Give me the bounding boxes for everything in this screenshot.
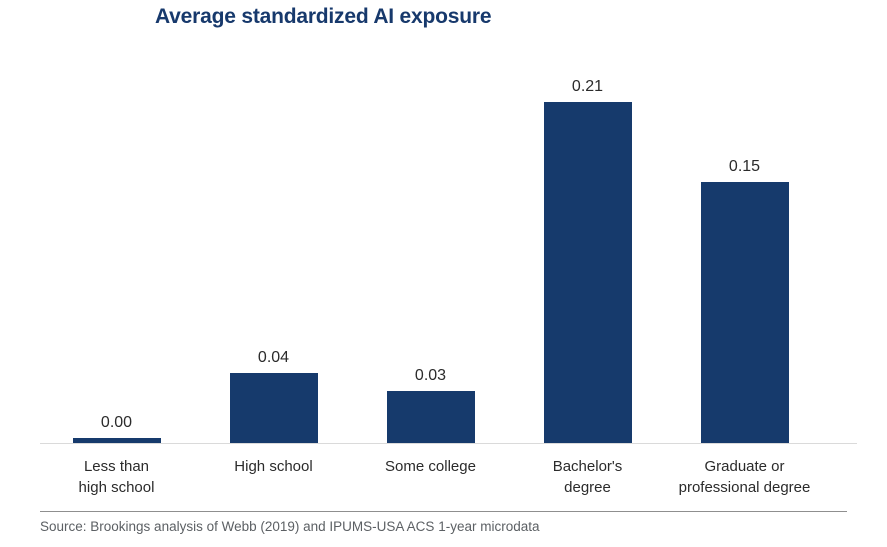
x-axis-line [40, 443, 857, 444]
source-text: Source: Brookings analysis of Webb (2019… [40, 519, 540, 534]
category-label: High school [234, 458, 313, 475]
bar [543, 102, 632, 443]
category-label: Less than high school [78, 458, 155, 496]
footer-divider [40, 511, 847, 512]
bar-group: 0.04 [195, 78, 352, 443]
bar-value-label: 0.00 [100, 414, 133, 431]
bar [72, 438, 161, 443]
bar-value-label: 0.15 [728, 158, 761, 175]
chart-title: Average standardized AI exposure [155, 5, 492, 28]
bar-value-label: 0.21 [571, 78, 604, 95]
bar-value-label: 0.04 [257, 349, 290, 366]
bar-group: 0.15 [666, 78, 823, 443]
bar [229, 373, 318, 443]
category-labels-row: Less than high school High school Some coll… [38, 456, 823, 498]
bar-group: 0.00 [38, 78, 195, 443]
bar-group: 0.21 [509, 78, 666, 443]
bar [386, 391, 475, 443]
bar [700, 182, 789, 443]
category-label: Graduate or professional degree [678, 458, 811, 496]
category-label: Bachelor's degree [552, 458, 623, 496]
category-label: Some college [385, 458, 476, 475]
bars-row: 0.00 0.04 0.03 0.21 0.15 [38, 78, 823, 443]
bar-group: 0.03 [352, 78, 509, 443]
bar-value-label: 0.03 [414, 367, 447, 384]
